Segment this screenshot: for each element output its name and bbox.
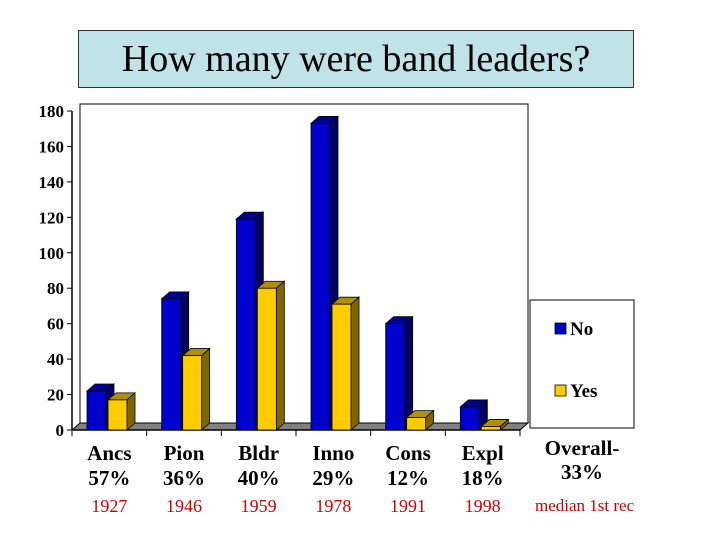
- bar-yes: [480, 426, 501, 431]
- y-tick-label: 80: [47, 279, 64, 298]
- legend-swatch: [554, 384, 567, 397]
- bar-yes-side: [275, 280, 285, 431]
- bar-yes-side: [350, 296, 360, 431]
- x-tick-label: Pion: [164, 441, 205, 465]
- bar-yes-side: [126, 391, 136, 431]
- x-tick-label: Ancs: [87, 441, 131, 465]
- y-tick-label: 40: [47, 350, 64, 369]
- y-tick-label: 60: [47, 315, 64, 334]
- category-percent-label: 40%: [238, 466, 280, 490]
- bar-no: [459, 406, 480, 431]
- overall-summary: Overall- 33%: [530, 436, 634, 484]
- legend-label: Yes: [570, 381, 597, 402]
- bar-yes: [256, 287, 277, 431]
- overall-label: Overall-: [544, 436, 620, 460]
- bar-yes-side: [201, 347, 211, 431]
- plot-area-wall: [79, 103, 529, 424]
- y-tick-label: 0: [56, 421, 65, 440]
- x-tick-label: Inno: [312, 441, 354, 465]
- x-tick-label: Bldr: [238, 441, 279, 465]
- bar-yes: [331, 303, 352, 431]
- bar-no: [385, 323, 406, 431]
- category-year-label: 1927: [91, 496, 127, 516]
- category-year-label: 1959: [241, 496, 277, 516]
- category-percent-label: 18%: [462, 466, 504, 490]
- category-percent-label: 12%: [387, 466, 429, 490]
- y-tick-label: 140: [39, 173, 65, 192]
- category-year-label: 1998: [465, 496, 501, 516]
- category-percent-label: 57%: [88, 466, 130, 490]
- y-tick-label: 160: [39, 137, 65, 156]
- category-percent-label: 36%: [163, 466, 205, 490]
- bar-yes: [107, 399, 128, 431]
- years-caption: median 1st rec: [535, 496, 635, 515]
- legend-swatch: [554, 322, 567, 335]
- plot-floor: [70, 422, 530, 431]
- category-year-label: 1978: [315, 496, 351, 516]
- bar-no: [235, 218, 256, 431]
- chart-title-box: How many were band leaders?: [78, 30, 634, 88]
- overall-value: 33%: [561, 460, 603, 484]
- y-tick-label: 100: [39, 244, 65, 263]
- x-tick-label: Cons: [385, 441, 431, 465]
- bar-yes: [182, 355, 203, 431]
- bar-no: [161, 298, 182, 431]
- chart-title: How many were band leaders?: [121, 38, 591, 80]
- y-tick-label: 20: [47, 386, 64, 405]
- x-tick-label: Expl: [462, 441, 504, 465]
- bar-yes: [406, 417, 427, 431]
- y-tick-label: 180: [39, 102, 65, 121]
- category-year-label: 1946: [166, 496, 202, 516]
- bar-no: [86, 390, 107, 431]
- category-year-label: 1991: [390, 496, 426, 516]
- legend-label: No: [570, 319, 593, 340]
- bar-no: [310, 123, 331, 431]
- y-tick-label: 120: [39, 208, 65, 227]
- category-percent-label: 29%: [312, 466, 354, 490]
- legend-box: [529, 299, 635, 429]
